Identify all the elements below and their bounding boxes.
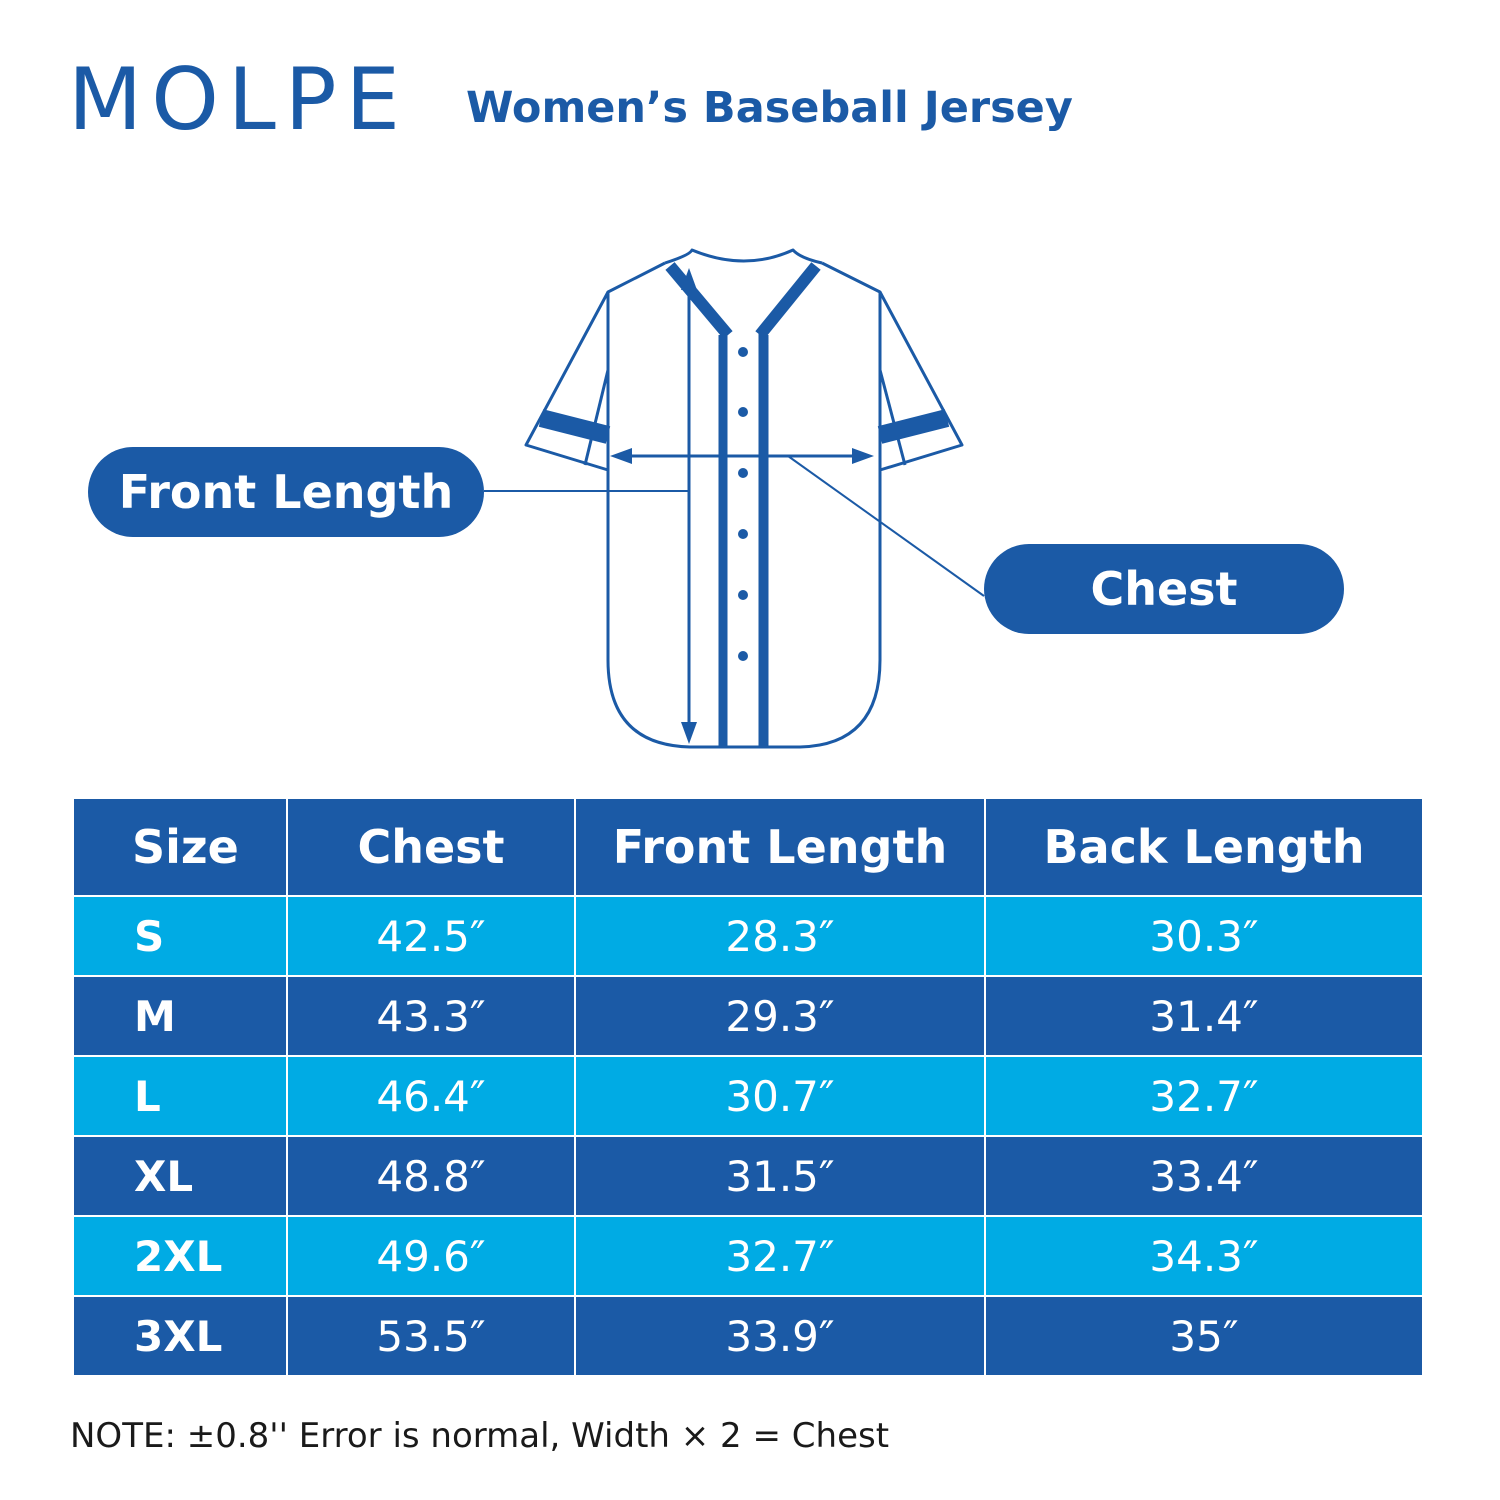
cell-chest: 42.5″	[286, 895, 576, 977]
table-row: XL 48.8″ 31.5″ 33.4″	[72, 1135, 1424, 1217]
size-chart-table: Size Chest Front Length Back Length S 42…	[72, 797, 1424, 1377]
front-length-label: Front Length	[88, 447, 484, 537]
cell-chest: 48.8″	[286, 1135, 576, 1217]
cell-back-length: 31.4″	[984, 975, 1424, 1057]
cell-back-length: 33.4″	[984, 1135, 1424, 1217]
cell-chest: 46.4″	[286, 1055, 576, 1137]
cell-front-length: 28.3″	[574, 895, 986, 977]
callout-lines	[484, 455, 985, 597]
jersey-buttons	[738, 347, 748, 661]
header-front-length: Front Length	[574, 797, 986, 897]
cell-front-length: 32.7″	[574, 1215, 986, 1297]
brand-logo: MOLPE	[68, 50, 410, 150]
cell-back-length: 32.7″	[984, 1055, 1424, 1137]
chest-label: Chest	[984, 544, 1344, 634]
measurement-note: NOTE: ±0.8'' Error is normal, Width × 2 …	[70, 1416, 890, 1456]
cell-back-length: 34.3″	[984, 1215, 1424, 1297]
table-row: M 43.3″ 29.3″ 31.4″	[72, 975, 1424, 1057]
header-back-length: Back Length	[984, 797, 1424, 897]
header-size: Size	[72, 797, 288, 897]
product-title: Women’s Baseball Jersey	[466, 83, 1073, 133]
cell-front-length: 30.7″	[574, 1055, 986, 1137]
cell-size: L	[72, 1055, 288, 1137]
cell-size: XL	[72, 1135, 288, 1217]
cell-back-length: 30.3″	[984, 895, 1424, 977]
cell-size: 2XL	[72, 1215, 288, 1297]
cell-front-length: 31.5″	[574, 1135, 986, 1217]
table-header-row: Size Chest Front Length Back Length	[72, 797, 1424, 897]
horizontal-double-arrow-icon	[610, 448, 874, 464]
cell-back-length: 35″	[984, 1295, 1424, 1377]
vertical-double-arrow-icon	[681, 268, 697, 744]
jersey-outline-icon	[524, 248, 964, 749]
header-chest: Chest	[286, 797, 576, 897]
table-row: 3XL 53.5″ 33.9″ 35″	[72, 1295, 1424, 1377]
jersey-diagram	[484, 248, 985, 749]
cell-chest: 49.6″	[286, 1215, 576, 1297]
cell-size: M	[72, 975, 288, 1057]
cell-front-length: 33.9″	[574, 1295, 986, 1377]
cell-size: 3XL	[72, 1295, 288, 1377]
jersey-trim	[538, 262, 950, 747]
cell-chest: 53.5″	[286, 1295, 576, 1377]
table-row: 2XL 49.6″ 32.7″ 34.3″	[72, 1215, 1424, 1297]
cell-size: S	[72, 895, 288, 977]
cell-front-length: 29.3″	[574, 975, 986, 1057]
table-row: S 42.5″ 28.3″ 30.3″	[72, 895, 1424, 977]
cell-chest: 43.3″	[286, 975, 576, 1057]
table-row: L 46.4″ 30.7″ 32.7″	[72, 1055, 1424, 1137]
